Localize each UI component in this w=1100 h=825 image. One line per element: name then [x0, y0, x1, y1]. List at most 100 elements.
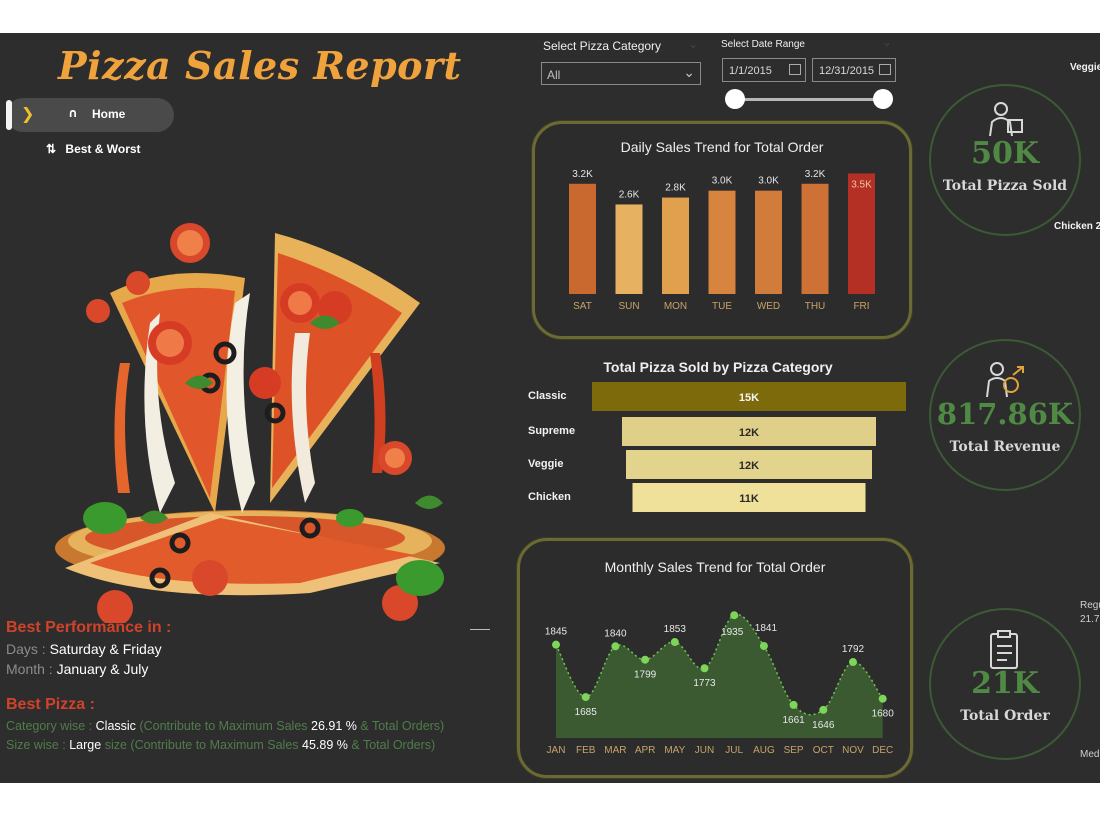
date-range-end-handle[interactable] — [873, 89, 893, 109]
best-category-line: Category wise : Classic (Contribute to M… — [6, 719, 444, 733]
nav-home-button[interactable]: ❯ ∩ Home — [6, 98, 174, 132]
calendar-icon[interactable] — [789, 64, 801, 75]
monthly-point — [700, 664, 709, 673]
monthly-point — [730, 611, 739, 620]
date-start-value: 1/1/2015 — [729, 65, 772, 77]
slicer-collapse-icon[interactable]: ⌄ — [688, 37, 699, 51]
kpi-revenue-value: 817.86K — [936, 397, 1074, 431]
monthly-data-label: 1799 — [634, 670, 657, 681]
monthly-point — [670, 638, 679, 647]
category-data-label: 15K — [739, 392, 759, 404]
monthly-data-label: 1792 — [842, 644, 865, 655]
daily-x-tick: TUE — [712, 301, 732, 312]
monthly-area — [556, 614, 883, 738]
category-dropdown-value: All — [547, 68, 561, 82]
category-data-label: 12K — [739, 427, 759, 439]
nav-best-worst-button[interactable]: ⇅ Best & Worst — [46, 142, 141, 156]
kpi-order-label: Total Order — [960, 708, 1050, 724]
daily-data-label: 3.0K — [758, 176, 779, 187]
daily-chart-panel: Daily Sales Trend for Total Order 3.2K SA… — [532, 121, 912, 339]
monthly-point — [849, 658, 857, 667]
kpi-order-value: 21K — [971, 666, 1039, 701]
monthly-x-tick: DEC — [872, 745, 893, 756]
daily-bar — [801, 183, 829, 294]
date-slicer-label: Select Date Range — [721, 39, 805, 50]
nav-best-worst-label: Best & Worst — [65, 142, 141, 156]
category-dropdown[interactable]: All ⌄ — [541, 62, 701, 85]
monthly-chart-panel: Monthly Sales Trend for Total Order 1845… — [517, 538, 913, 778]
best-pizza-heading: Best Pizza : — [6, 696, 95, 713]
monthly-point — [581, 693, 590, 702]
daily-bar — [755, 190, 782, 294]
monthly-data-label: 1840 — [604, 628, 627, 639]
report-title: Pizza Sales Report — [58, 43, 462, 88]
monthly-x-tick: MAR — [604, 745, 626, 756]
category-bar — [626, 450, 872, 479]
date-slicer-collapse-icon[interactable]: ⌄ — [882, 35, 893, 49]
monthly-data-label: 1841 — [755, 623, 778, 634]
active-indicator — [6, 100, 12, 130]
kpi-total-pizza-sold: 50K Total Pizza Sold — [929, 84, 1081, 236]
daily-x-tick: MON — [664, 301, 687, 312]
clipboard-order-icon — [990, 630, 1018, 669]
monthly-point — [552, 640, 560, 649]
monthly-chart-title: Monthly Sales Trend for Total Order — [604, 559, 826, 575]
edge-label-chicken: Chicken 2 — [1054, 221, 1100, 232]
monthly-x-tick: JAN — [547, 745, 566, 756]
kpi-total-revenue: 817.86K Total Revenue — [929, 339, 1081, 491]
kpi-revenue-label: Total Revenue — [949, 439, 1061, 455]
category-contrib: (Contribute to Maximum Sales — [139, 719, 308, 733]
pizza-illustration — [55, 223, 445, 623]
nav-home-label: Home — [92, 107, 126, 121]
monthly-point — [641, 655, 650, 664]
month-key: Month : — [6, 661, 53, 677]
edge-label-regular: Regu — [1080, 600, 1100, 611]
category-y-tick: Veggie — [528, 458, 563, 470]
date-range-start-handle[interactable] — [725, 89, 745, 109]
monthly-data-label: 1680 — [872, 709, 895, 720]
monthly-data-label: 1661 — [782, 715, 805, 726]
category-data-label: 11K — [739, 493, 759, 505]
swap-icon: ⇅ — [46, 142, 57, 156]
date-end-input[interactable]: 12/31/2015 — [812, 58, 896, 82]
best-month-line: Month : January & July — [6, 661, 148, 677]
calendar-icon[interactable] — [879, 64, 891, 75]
edge-label-veggie: Veggie — [1070, 62, 1100, 73]
chevron-right-icon: ❯ — [21, 104, 35, 123]
best-performance-heading: Best Performance in : — [6, 619, 172, 636]
monthly-x-tick: FEB — [576, 745, 596, 756]
daily-chart: 3.2K SAT 2.6K SUN 2.8K MON 3.0K TUE 3.0K WED 3.2K T… — [569, 169, 875, 312]
category-y-tick: Supreme — [528, 425, 575, 437]
category-y-tick: Classic — [528, 390, 567, 402]
monthly-data-label: 1853 — [664, 624, 687, 635]
date-end-value: 12/31/2015 — [819, 65, 875, 77]
monthly-point — [878, 694, 887, 703]
size-value: Large — [69, 738, 102, 752]
monthly-data-label: 1685 — [575, 707, 598, 718]
monthly-x-tick: OCT — [813, 745, 834, 756]
daily-bar — [615, 204, 643, 294]
monthly-x-tick: APR — [635, 745, 656, 756]
date-range-slider-track[interactable] — [735, 98, 883, 101]
monthly-point — [819, 705, 828, 714]
monthly-data-label: 1935 — [721, 627, 744, 638]
daily-bar — [662, 197, 689, 294]
daily-x-tick: WED — [757, 301, 780, 312]
monthly-data-label: 1646 — [812, 720, 835, 731]
daily-chart-title: Daily Sales Trend for Total Order — [620, 139, 824, 155]
best-size-line: Size wise : Large size (Contribute to Ma… — [6, 738, 435, 752]
date-start-input[interactable]: 1/1/2015 — [722, 58, 806, 82]
category-pct: 26.91 % — [311, 719, 357, 733]
daily-bar — [569, 183, 596, 294]
chevron-down-icon: ⌄ — [683, 64, 695, 80]
monthly-x-tick: SEP — [784, 745, 804, 756]
category-tail: & Total Orders) — [360, 719, 445, 733]
edge-label-regular-value: 21.7 — [1080, 614, 1100, 625]
monthly-x-tick: AUG — [753, 745, 775, 756]
kpi-pizza-sold-label: Total Pizza Sold — [942, 178, 1068, 194]
size-contrib: size (Contribute to Maximum Sales — [104, 738, 299, 752]
monthly-x-tick: NOV — [842, 745, 864, 756]
daily-data-label: 3.2K — [572, 169, 593, 180]
monthly-point — [789, 700, 798, 709]
daily-data-label: 2.6K — [619, 189, 640, 200]
